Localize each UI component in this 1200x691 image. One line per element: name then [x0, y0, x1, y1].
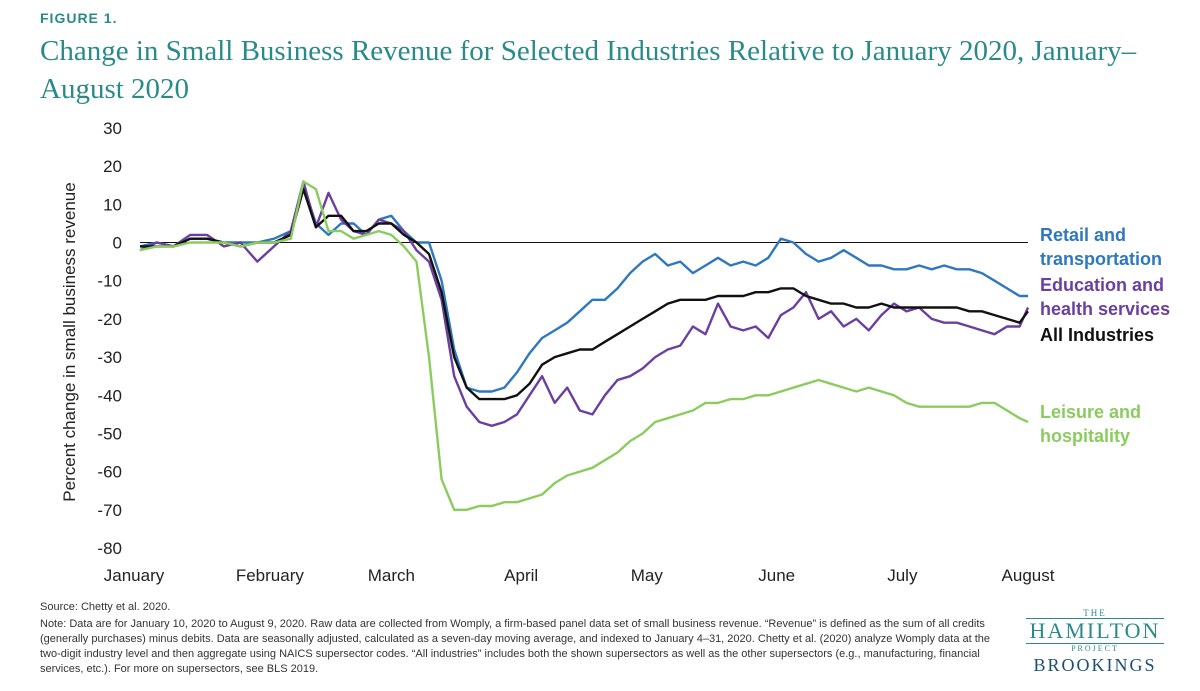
x-tick-label: March [368, 566, 415, 585]
y-tick-label: 30 [103, 119, 122, 138]
y-axis-label: Percent change in small business revenue [60, 182, 79, 501]
y-tick-label: 0 [113, 234, 122, 253]
x-tick-label: February [236, 566, 305, 585]
y-tick-label: -50 [97, 424, 122, 443]
y-tick-label: -60 [97, 463, 122, 482]
y-tick-label: -70 [97, 501, 122, 520]
legend-label: All Industries [1040, 325, 1154, 345]
x-tick-label: April [504, 566, 538, 585]
x-tick-label: May [631, 566, 664, 585]
legend-label: Retail and [1040, 225, 1126, 245]
y-tick-label: -20 [97, 310, 122, 329]
figure-label: FIGURE 1. [40, 10, 118, 26]
y-tick-label: -30 [97, 348, 122, 367]
legend-label: transportation [1040, 249, 1162, 269]
y-tick-label: 20 [103, 157, 122, 176]
methodology-note: Note: Data are for January 10, 2020 to A… [40, 618, 991, 675]
y-tick-label: 10 [103, 195, 122, 214]
hamilton-brookings-logo: THE HAMILTON PROJECT BROOKINGS [1015, 608, 1175, 684]
legend: Retail and transportation Education and hea… [1040, 225, 1170, 446]
line-chart: 30 20 10 0 -10 -20 -30 -40 -50 -60 -70 -80 January F… [60, 119, 1170, 585]
series-line-2 [140, 187, 1029, 401]
series-line-1 [139, 180, 1030, 427]
legend-label: health services [1040, 299, 1170, 319]
x-tick-label: January [104, 566, 165, 585]
series-group [139, 180, 1030, 511]
y-tick-label: -10 [97, 272, 122, 291]
source-note: Source: Chetty et al. 2020. [40, 601, 171, 613]
y-tick-label: -80 [97, 539, 122, 558]
y-tick-label: -40 [97, 386, 122, 405]
legend-label: Leisure and [1040, 402, 1141, 422]
y-axis: 30 20 10 0 -10 -20 -30 -40 -50 -60 -70 -80 [97, 119, 122, 558]
legend-label: Education and [1040, 275, 1164, 295]
logo-brookings: BROOKINGS [1033, 655, 1157, 675]
series-line-0 [139, 184, 1028, 393]
logo-project: PROJECT [1071, 644, 1119, 653]
legend-label: hospitality [1040, 426, 1130, 446]
chart-title: Change in Small Business Revenue for Sel… [40, 35, 1137, 105]
series-line-3 [139, 180, 1029, 511]
x-tick-label: July [887, 566, 918, 585]
x-tick-label: June [758, 566, 795, 585]
logo-the: THE [1083, 608, 1107, 618]
x-axis: January February March April May June July Augu… [104, 566, 1055, 585]
x-tick-label: August [1002, 566, 1055, 585]
logo-hamilton: HAMILTON [1025, 618, 1165, 644]
